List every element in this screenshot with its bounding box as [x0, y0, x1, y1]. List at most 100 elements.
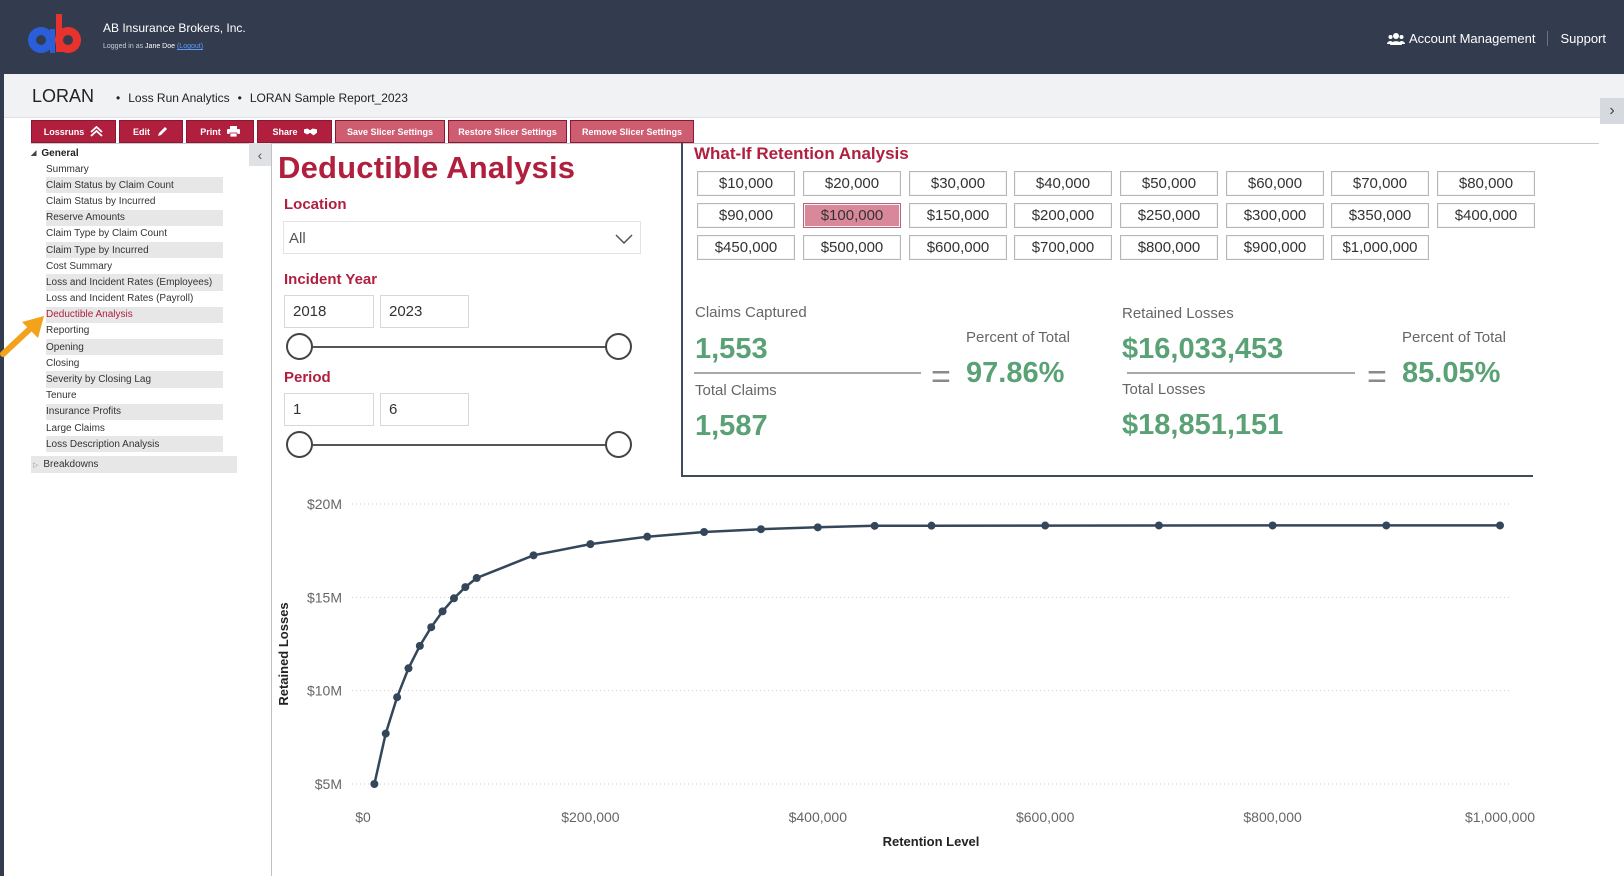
data-point[interactable]	[427, 623, 436, 632]
incident-year-to-input[interactable]: 2023	[380, 295, 469, 328]
data-point[interactable]	[449, 594, 458, 603]
data-point[interactable]	[643, 532, 652, 541]
sidebar-item[interactable]: Closing	[46, 357, 80, 369]
period-slider-start-handle[interactable]	[286, 431, 313, 458]
share-button[interactable]: Share	[257, 120, 332, 143]
retention-option-button[interactable]: $40,000	[1014, 171, 1112, 196]
data-point[interactable]	[1041, 521, 1050, 530]
retention-option-button[interactable]: $300,000	[1226, 203, 1324, 228]
retention-option-button[interactable]: $20,000	[803, 171, 901, 196]
incident-year-slider-track[interactable]	[300, 346, 618, 348]
remove-slicer-settings-button[interactable]: Remove Slicer Settings	[570, 120, 694, 143]
retention-option-button[interactable]: $70,000	[1331, 171, 1429, 196]
data-point[interactable]	[529, 551, 538, 560]
sidebar-item[interactable]: Claim Type by Claim Count	[46, 228, 167, 240]
period-label: Period	[284, 369, 331, 386]
edit-button[interactable]: Edit	[119, 120, 183, 143]
data-point[interactable]	[438, 607, 447, 616]
data-point[interactable]	[415, 641, 424, 650]
period-slider-track[interactable]	[300, 444, 618, 446]
retention-option-button[interactable]: $250,000	[1120, 203, 1218, 228]
sidebar-item[interactable]: Loss and Incident Rates (Employees)	[46, 274, 223, 291]
incident-year-slider-start-handle[interactable]	[286, 333, 313, 360]
expand-right-pane-button[interactable]: ›	[1600, 98, 1624, 124]
sidebar-item[interactable]: Severity by Closing Lag	[46, 371, 223, 388]
sidebar-item[interactable]: Tenure	[46, 390, 77, 402]
losses-equals-sign: =	[1367, 358, 1387, 396]
data-point[interactable]	[756, 525, 765, 534]
y-tick-label: $5M	[315, 776, 342, 792]
data-point[interactable]	[370, 780, 379, 788]
account-management-link[interactable]: Account Management	[1386, 31, 1549, 46]
retention-option-button[interactable]: $150,000	[909, 203, 1007, 228]
collapse-sidebar-button[interactable]: ‹	[249, 143, 271, 166]
restore-slicer-settings-button[interactable]: Restore Slicer Settings	[448, 120, 567, 143]
data-point[interactable]	[461, 583, 470, 592]
users-icon	[1386, 32, 1405, 45]
sidebar-item[interactable]: Cost Summary	[46, 260, 113, 272]
retention-option-button[interactable]: $500,000	[803, 235, 901, 260]
lossruns-button[interactable]: Lossruns	[31, 120, 116, 143]
breadcrumb-item-analytics[interactable]: Loss Run Analytics	[128, 91, 230, 105]
retention-option-button[interactable]: $200,000	[1014, 203, 1112, 228]
retention-option-button[interactable]: $90,000	[697, 203, 795, 228]
sidebar-item[interactable]: Reserve Amounts	[46, 209, 223, 226]
period-from-input[interactable]: 1	[284, 393, 374, 426]
data-point[interactable]	[472, 574, 481, 583]
retention-option-button[interactable]: $900,000	[1226, 235, 1324, 260]
data-point[interactable]	[404, 664, 413, 673]
company-logo[interactable]	[26, 12, 84, 60]
data-point[interactable]	[813, 523, 822, 532]
logout-link[interactable]: (Logout)	[176, 43, 204, 50]
sidebar-item[interactable]: Reporting	[46, 325, 90, 337]
retention-option-button[interactable]: $80,000	[1437, 171, 1535, 196]
retention-option-button[interactable]: $400,000	[1437, 203, 1535, 228]
period-to-input[interactable]: 6	[380, 393, 469, 426]
sidebar-item[interactable]: Claim Status by Incurred	[46, 195, 156, 207]
sidebar-item[interactable]: Insurance Profits	[46, 403, 223, 420]
retention-option-button[interactable]: $1,000,000	[1331, 235, 1429, 260]
data-point[interactable]	[1382, 521, 1391, 530]
data-point[interactable]	[1496, 521, 1504, 530]
sidebar-group-general[interactable]: ◢ General	[31, 145, 237, 161]
sidebar-item[interactable]: Opening	[46, 339, 223, 356]
retention-option-button[interactable]: $100,000	[803, 203, 901, 228]
location-dropdown[interactable]: All	[283, 221, 641, 254]
sidebar-item[interactable]: Loss Description Analysis	[46, 436, 223, 453]
what-if-title: What-If Retention Analysis	[694, 144, 909, 163]
data-point[interactable]	[1268, 521, 1277, 530]
incident-year-slider-end-handle[interactable]	[605, 333, 632, 360]
save-slicer-settings-button[interactable]: Save Slicer Settings	[335, 120, 445, 143]
sidebar-item[interactable]: Summary	[46, 163, 89, 175]
data-point[interactable]	[381, 729, 390, 738]
retention-option-button[interactable]: $350,000	[1331, 203, 1429, 228]
sidebar-item[interactable]: Large Claims	[46, 422, 105, 434]
sidebar-breakdowns-label: Breakdowns	[43, 459, 99, 471]
period-slider-end-handle[interactable]	[605, 431, 632, 458]
retention-option-button[interactable]: $50,000	[1120, 171, 1218, 196]
data-point[interactable]	[870, 521, 879, 530]
data-point[interactable]	[393, 693, 402, 702]
data-point[interactable]	[586, 540, 595, 549]
data-point[interactable]	[927, 521, 936, 530]
sidebar-item[interactable]: Claim Status by Claim Count	[46, 177, 223, 194]
sidebar-group-breakdowns[interactable]: ▷ Breakdowns	[31, 456, 237, 474]
retention-option-button[interactable]: $600,000	[909, 235, 1007, 260]
sidebar-item[interactable]: Loss and Incident Rates (Payroll)	[46, 293, 194, 305]
retention-option-button[interactable]: $700,000	[1014, 235, 1112, 260]
sidebar-item[interactable]: Deductible Analysis	[46, 306, 223, 323]
print-button[interactable]: Print	[186, 120, 254, 143]
x-tick-label: $800,000	[1243, 809, 1302, 825]
incident-year-from-input[interactable]: 2018	[284, 295, 374, 328]
retention-option-button[interactable]: $800,000	[1120, 235, 1218, 260]
retention-option-button[interactable]: $450,000	[697, 235, 795, 260]
sidebar-item[interactable]: Claim Type by Incurred	[46, 241, 223, 259]
y-axis-label: Retained Losses	[276, 602, 291, 705]
data-point[interactable]	[700, 528, 709, 536]
retention-option-button[interactable]: $60,000	[1226, 171, 1324, 196]
data-point[interactable]	[1154, 521, 1163, 530]
retention-option-button[interactable]: $10,000	[697, 171, 795, 196]
support-link[interactable]: Support	[1560, 31, 1606, 46]
breadcrumb-app[interactable]: LORAN	[32, 86, 95, 106]
retention-option-button[interactable]: $30,000	[909, 171, 1007, 196]
